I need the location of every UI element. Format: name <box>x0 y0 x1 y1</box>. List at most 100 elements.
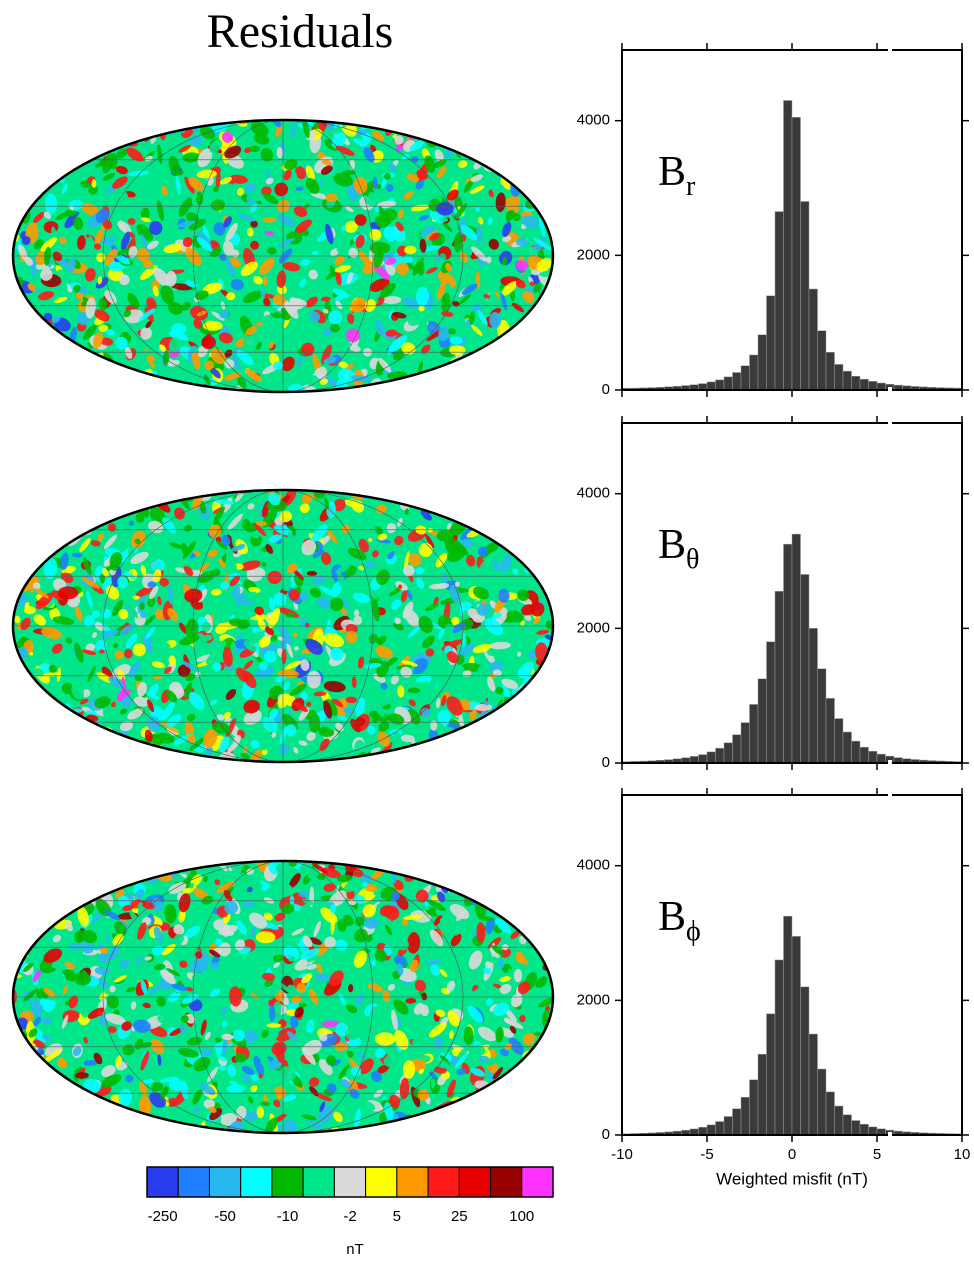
residual-patch <box>499 376 515 390</box>
residual-patch <box>527 907 543 927</box>
residual-patch <box>491 360 499 369</box>
residual-patch <box>38 730 43 735</box>
residual-patch <box>24 887 36 908</box>
residual-patch <box>493 714 506 736</box>
residual-patch <box>548 1114 554 1122</box>
residual-patch <box>412 1117 422 1133</box>
residual-patch <box>19 926 33 947</box>
residual-patch <box>541 568 559 587</box>
bar <box>877 754 886 763</box>
residual-patch <box>539 336 547 344</box>
residual-patch <box>11 920 27 940</box>
residual-patch <box>535 319 548 330</box>
residual-patch <box>69 898 80 907</box>
residual-patch <box>439 383 455 399</box>
residual-patch <box>172 116 188 129</box>
residual-patch <box>12 954 22 963</box>
residual-patch <box>24 124 31 136</box>
residual-patch <box>386 482 404 502</box>
bar <box>835 719 844 763</box>
residual-patch <box>139 1122 158 1141</box>
residual-patch <box>532 557 553 573</box>
bar <box>716 748 725 763</box>
bar <box>724 1116 733 1135</box>
residual-patch <box>75 751 84 769</box>
residual-patch <box>136 380 155 395</box>
residual-patch <box>520 1085 530 1103</box>
bar <box>792 117 801 390</box>
bar <box>852 376 861 390</box>
residual-patch <box>450 860 473 883</box>
residual-patch <box>144 864 154 876</box>
residual-patch <box>50 861 73 886</box>
residual-patch <box>530 376 547 385</box>
colorbar-swatch <box>366 1167 397 1197</box>
residual-patch <box>346 631 358 644</box>
residual-patch <box>404 855 421 871</box>
residual-patch <box>410 1123 430 1137</box>
residual-patch <box>77 1098 99 1114</box>
residual-patch <box>7 296 20 302</box>
y-tick-label: 0 <box>602 754 610 771</box>
residual-patch <box>132 596 140 600</box>
residual-patch <box>89 873 106 888</box>
residual-patch <box>476 133 481 145</box>
bar <box>801 987 810 1135</box>
residual-patch <box>490 732 502 744</box>
residual-patch <box>49 141 71 160</box>
frame-break <box>888 420 892 426</box>
colorbar-swatch <box>178 1167 209 1197</box>
residual-patch <box>103 137 116 150</box>
residual-patch <box>449 118 464 137</box>
residual-patch <box>465 865 482 882</box>
residual-patch <box>41 539 49 553</box>
y-tick-label: 0 <box>602 381 610 398</box>
frame-break <box>888 387 892 393</box>
residual-patch <box>517 698 531 707</box>
residual-patch <box>532 519 546 532</box>
residual-patch <box>46 718 52 726</box>
panel-label-subscript: θ <box>686 544 699 575</box>
residual-patch <box>523 748 539 764</box>
residual-patch <box>468 366 492 385</box>
residual-patch <box>14 878 32 894</box>
residual-patch <box>43 148 52 164</box>
residual-patch <box>473 514 493 530</box>
residual-patch <box>527 142 538 153</box>
x-tick-label: 0 <box>788 1146 796 1163</box>
bar <box>707 752 716 763</box>
residual-patch <box>5 1038 23 1056</box>
residual-patch <box>52 867 75 887</box>
residual-patch <box>534 177 549 185</box>
residual-patch <box>17 515 23 521</box>
bar <box>869 381 878 390</box>
residual-patch <box>61 510 77 528</box>
residual-patch <box>163 1127 184 1140</box>
residual-patch <box>31 166 41 175</box>
bar <box>767 1014 776 1135</box>
x-tick-label: 5 <box>873 1146 881 1163</box>
residual-patch <box>501 739 511 749</box>
residual-patch <box>60 891 78 908</box>
residual-patch <box>157 483 170 499</box>
residual-patch <box>523 744 537 763</box>
residual-patch <box>546 1043 557 1054</box>
x-tick-label: 10 <box>954 1146 971 1163</box>
residual-patch <box>517 490 523 505</box>
bar <box>835 364 844 390</box>
residual-patch <box>59 370 66 382</box>
residual-patch <box>502 508 514 521</box>
residual-patch <box>28 325 39 338</box>
residual-patch <box>13 936 24 949</box>
bar <box>826 698 835 763</box>
residual-patch <box>450 852 470 873</box>
residual-patch <box>33 693 42 701</box>
residual-patch <box>50 1095 59 1116</box>
colorbar-label: 100 <box>509 1208 534 1225</box>
residual-patch <box>538 678 555 691</box>
residual-patch <box>267 1023 282 1028</box>
residual-patch <box>540 893 556 905</box>
residual-patch <box>469 1125 483 1138</box>
residual-patch <box>7 294 22 312</box>
residual-patch <box>47 355 60 364</box>
